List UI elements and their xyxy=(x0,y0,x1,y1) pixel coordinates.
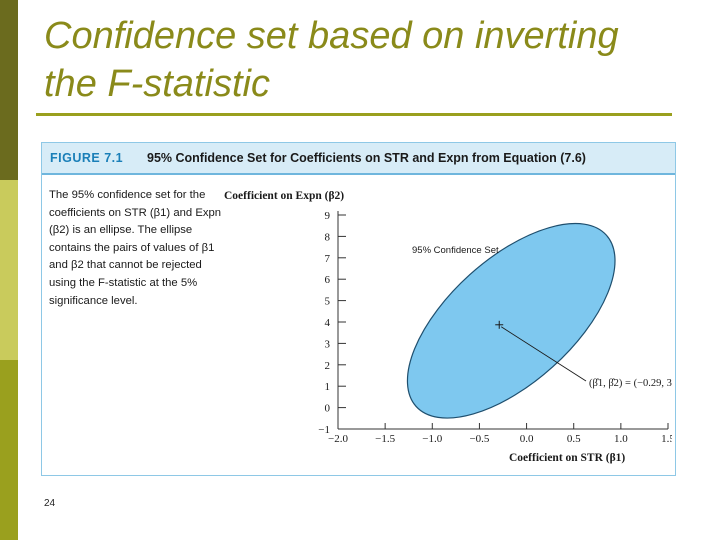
x-tick-label: 1.5 xyxy=(661,433,672,445)
sidebar-band-dark xyxy=(0,0,18,180)
sidebar-band-mid xyxy=(0,360,18,540)
x-tick-label: −2.0 xyxy=(328,433,348,445)
x-tick-label: −1.5 xyxy=(375,433,395,445)
figure-description: The 95% confidence set for the coefficie… xyxy=(49,189,222,307)
figure-box: FIGURE 7.1 95% Confidence Set for Coeffi… xyxy=(41,142,676,476)
x-tick-label: −0.5 xyxy=(469,433,489,445)
figure-label: FIGURE 7.1 xyxy=(50,151,124,165)
confidence-ellipse xyxy=(406,222,616,419)
y-tick-label: 5 xyxy=(325,296,331,308)
page-number: 24 xyxy=(44,498,56,509)
title-underline xyxy=(36,113,672,116)
y-tick-label: −1 xyxy=(318,424,330,436)
confidence-set-chart: Coefficient on Expn (β2) −1 0 1 2 3 4 5 6 7 8 9 −2… xyxy=(224,190,672,464)
y-tick-label: 1 xyxy=(325,381,331,393)
x-axis: −2.0 −1.5 −1.0 −0.5 0.0 0.5 1.0 1.5 xyxy=(328,423,672,445)
x-tick-label: 0.5 xyxy=(567,433,581,445)
y-axis-label: Coefficient on Expn (β2) xyxy=(224,190,344,202)
y-tick-label: 4 xyxy=(325,317,331,329)
x-axis-label: Coefficient on STR (β1) xyxy=(509,452,625,464)
y-tick-label: 3 xyxy=(325,338,331,350)
x-tick-label: 1.0 xyxy=(614,433,628,445)
figure-header: FIGURE 7.1 95% Confidence Set for Coeffi… xyxy=(42,143,675,175)
y-tick-label: 0 xyxy=(325,403,331,415)
sidebar-band-light xyxy=(0,180,18,360)
y-tick-label: 6 xyxy=(325,274,331,286)
point-label: (β̂1, β̂2) = (−0.29, 3.87) xyxy=(589,378,672,389)
plot-area: 95% Confidence Set (β̂1, β̂2) = (−0.29, 3… xyxy=(406,222,672,419)
y-tick-label: 2 xyxy=(325,360,331,372)
x-tick-label: 0.0 xyxy=(520,433,534,445)
ellipse-label: 95% Confidence Set xyxy=(412,245,499,256)
y-axis: −1 0 1 2 3 4 5 6 7 8 9 xyxy=(318,210,346,436)
y-tick-label: 8 xyxy=(325,231,331,243)
point-leader-line xyxy=(500,326,587,382)
slide-title-line2: the F-statistic xyxy=(44,63,270,105)
y-tick-label: 7 xyxy=(325,253,331,265)
slide-title: Confidence set based on inverting the F-… xyxy=(44,12,619,108)
slide-title-line1: Confidence set based on inverting xyxy=(44,15,619,57)
figure-caption: 95% Confidence Set for Coefficients on S… xyxy=(147,151,586,165)
x-tick-label: −1.0 xyxy=(422,433,442,445)
y-tick-label: 9 xyxy=(325,210,331,222)
